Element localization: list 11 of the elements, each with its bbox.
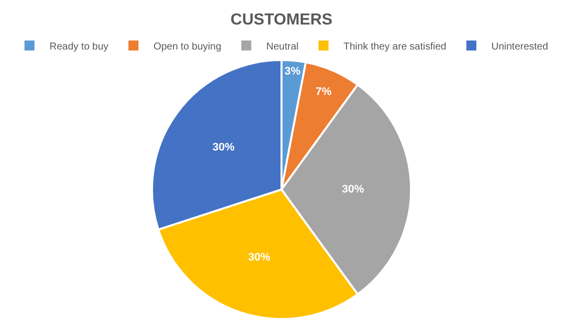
data-label: 7% xyxy=(316,86,332,98)
data-label: 30% xyxy=(212,141,235,154)
legend-label: Uninterested xyxy=(491,41,548,52)
legend-label: Ready to buy xyxy=(50,41,108,52)
data-label: 30% xyxy=(342,184,364,196)
legend-label: Open to buying xyxy=(153,41,222,52)
legend-label: Think they are satisfied xyxy=(344,41,446,52)
legend-label: Neutral xyxy=(266,41,299,52)
data-label: 3% xyxy=(284,66,301,78)
chart-title: CUSTOMERS xyxy=(230,11,333,28)
data-label: 30% xyxy=(248,252,270,264)
